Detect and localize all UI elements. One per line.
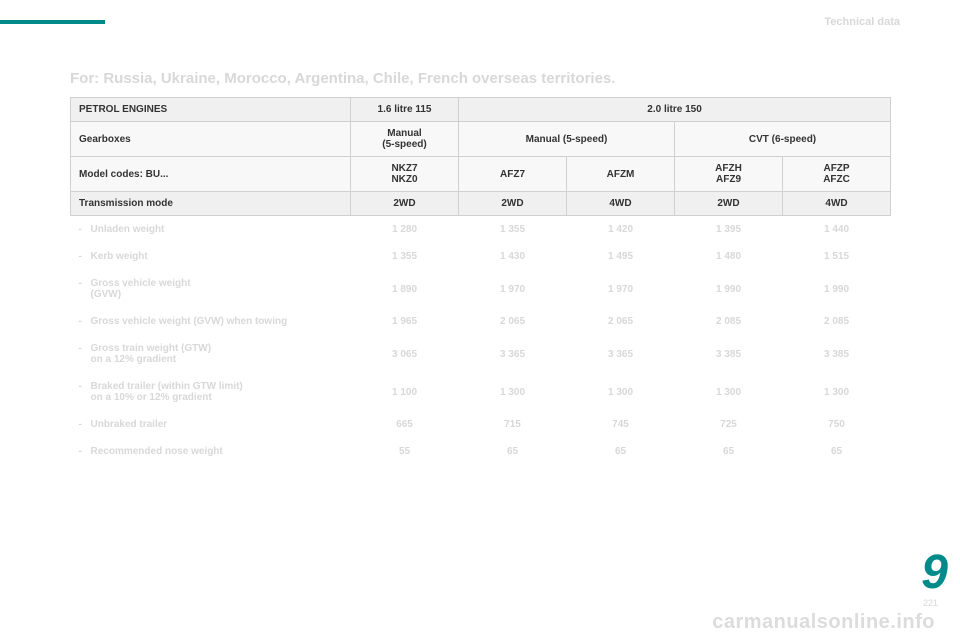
data-cell: 1 355 — [351, 243, 459, 270]
data-cell: 1 890 — [351, 270, 459, 308]
data-cell: 65 — [675, 438, 783, 465]
th-1.6: 1.6 litre 115 — [351, 98, 459, 122]
data-cell: 1 300 — [675, 373, 783, 411]
data-cell: 725 — [675, 411, 783, 438]
data-cell: 665 — [351, 411, 459, 438]
watermark: carmanualsonline.info — [712, 611, 935, 634]
gear-1: Manual (5-speed) — [351, 122, 459, 157]
th-transmode: Transmission mode — [71, 192, 351, 216]
data-cell: 2 085 — [783, 308, 891, 335]
row-label: Kerb weight — [71, 243, 351, 270]
data-cell: 1 990 — [675, 270, 783, 308]
data-cell: 65 — [459, 438, 567, 465]
data-cell: 3 065 — [351, 335, 459, 373]
data-cell: 3 365 — [459, 335, 567, 373]
top-rule — [0, 20, 105, 24]
data-cell: 1 970 — [459, 270, 567, 308]
data-cell: 1 280 — [351, 216, 459, 244]
data-cell: 1 355 — [459, 216, 567, 244]
data-cell: 1 990 — [783, 270, 891, 308]
content: For: Russia, Ukraine, Morocco, Argentina… — [70, 70, 890, 465]
data-cell: 2 085 — [675, 308, 783, 335]
data-cell: 1 495 — [567, 243, 675, 270]
section-header: Technical data — [824, 16, 900, 28]
row-label: Recommended nose weight — [71, 438, 351, 465]
trans-1: 2WD — [351, 192, 459, 216]
data-cell: 750 — [783, 411, 891, 438]
gear-3: CVT (6-speed) — [675, 122, 891, 157]
data-cell: 1 395 — [675, 216, 783, 244]
page-number: 221 — [923, 598, 938, 608]
row-label: Gross vehicle weight (GVW) when towing — [71, 308, 351, 335]
th-2.0: 2.0 litre 150 — [459, 98, 891, 122]
data-cell: 1 440 — [783, 216, 891, 244]
data-cell: 1 430 — [459, 243, 567, 270]
data-cell: 1 300 — [459, 373, 567, 411]
data-cell: 2 065 — [459, 308, 567, 335]
data-cell: 2 065 — [567, 308, 675, 335]
data-cell: 1 515 — [783, 243, 891, 270]
data-cell: 715 — [459, 411, 567, 438]
trans-3: 4WD — [567, 192, 675, 216]
data-cell: 65 — [567, 438, 675, 465]
model-2: AFZ7 — [459, 157, 567, 192]
data-cell: 1 300 — [783, 373, 891, 411]
data-cell: 65 — [783, 438, 891, 465]
gear-2: Manual (5-speed) — [459, 122, 675, 157]
model-3: AFZM — [567, 157, 675, 192]
page-title: For: Russia, Ukraine, Morocco, Argentina… — [70, 70, 890, 87]
trans-4: 2WD — [675, 192, 783, 216]
data-cell: 1 420 — [567, 216, 675, 244]
row-label: Braked trailer (within GTW limit) on a 1… — [71, 373, 351, 411]
row-label: Unbraked trailer — [71, 411, 351, 438]
data-cell: 1 300 — [567, 373, 675, 411]
row-label: Unladen weight — [71, 216, 351, 244]
model-4: AFZH AFZ9 — [675, 157, 783, 192]
trans-2: 2WD — [459, 192, 567, 216]
data-cell: 1 965 — [351, 308, 459, 335]
data-cell: 745 — [567, 411, 675, 438]
model-5: AFZP AFZC — [783, 157, 891, 192]
spec-table: PETROL ENGINES 1.6 litre 115 2.0 litre 1… — [70, 97, 891, 465]
data-cell: 3 385 — [675, 335, 783, 373]
trans-5: 4WD — [783, 192, 891, 216]
th-engines: PETROL ENGINES — [71, 98, 351, 122]
data-cell: 55 — [351, 438, 459, 465]
data-cell: 1 100 — [351, 373, 459, 411]
chapter-number: 9 — [921, 545, 948, 600]
data-cell: 3 385 — [783, 335, 891, 373]
model-1: NKZ7 NKZ0 — [351, 157, 459, 192]
data-cell: 1 970 — [567, 270, 675, 308]
row-label: Gross vehicle weight (GVW) — [71, 270, 351, 308]
data-cell: 3 365 — [567, 335, 675, 373]
data-cell: 1 480 — [675, 243, 783, 270]
row-label: Gross train weight (GTW) on a 12% gradie… — [71, 335, 351, 373]
th-model: Model codes: BU... — [71, 157, 351, 192]
th-gearboxes: Gearboxes — [71, 122, 351, 157]
